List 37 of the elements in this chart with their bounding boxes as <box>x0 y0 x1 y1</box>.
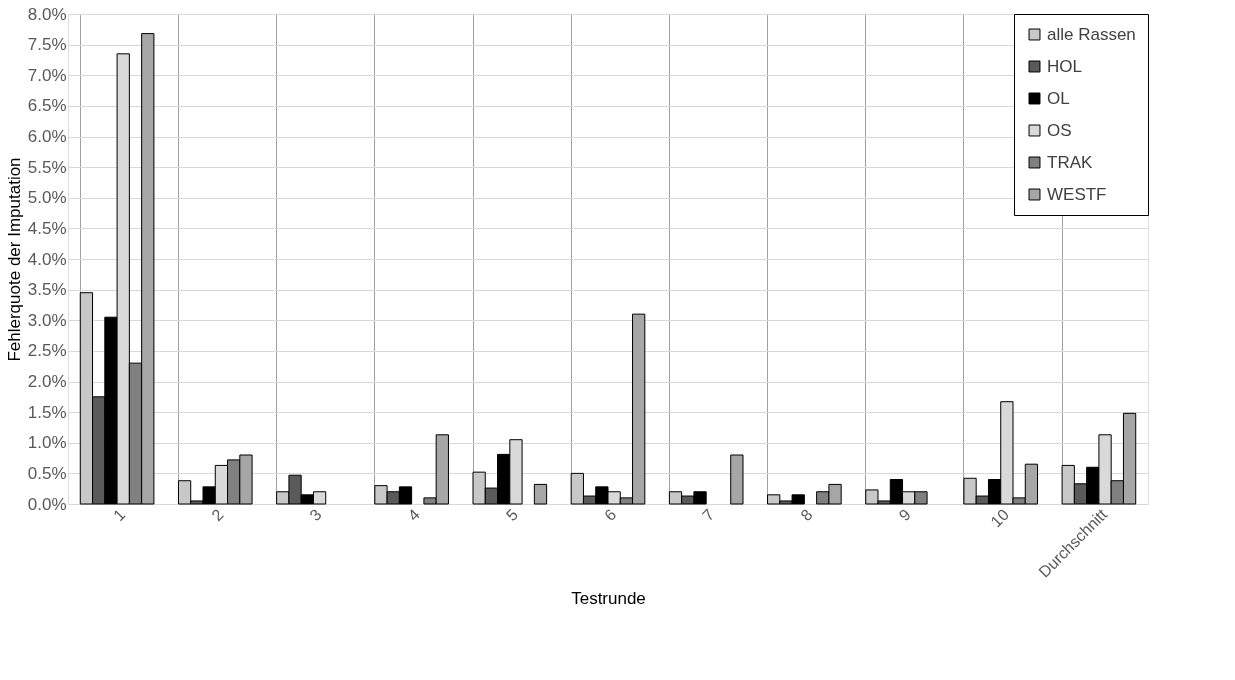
x-tick-label: 7 <box>699 505 718 525</box>
y-tick-label: 2.0% <box>27 372 67 391</box>
y-tick-label: 1.5% <box>27 402 67 422</box>
legend-label: TRAK <box>1047 152 1093 172</box>
y-tick-label: 8.0% <box>27 4 67 24</box>
x-tick-label: 8 <box>797 505 816 525</box>
y-tick-label: 5.5% <box>27 157 67 177</box>
y-tick-label: 2.5% <box>27 341 67 361</box>
x-tick-label: 4 <box>404 505 424 525</box>
y-axis-title: Fehlerquote der Imputation <box>4 157 24 362</box>
y-tick-label: 3.5% <box>27 280 67 300</box>
y-tick-label: 6.5% <box>27 96 67 116</box>
legend-label: OL <box>1047 88 1070 108</box>
y-tick-label: 7.0% <box>27 65 67 85</box>
legend-label: alle Rassen <box>1047 24 1136 44</box>
y-tick-label: 4.5% <box>27 218 67 238</box>
legend-label: OS <box>1047 120 1072 140</box>
y-tick-label: 0.0% <box>27 494 67 514</box>
bar <box>730 454 744 505</box>
y-tick-label: 1.0% <box>27 433 67 453</box>
x-tick-label: 2 <box>208 505 227 525</box>
x-tick-label: 9 <box>895 505 914 525</box>
legend-label: HOL <box>1047 56 1082 76</box>
y-tick-label: 7.5% <box>27 35 67 55</box>
bar <box>533 483 548 505</box>
y-tick-label: 6.0% <box>27 127 67 146</box>
x-tick-label: 6 <box>601 505 620 525</box>
x-tick-label: 1 <box>110 505 129 525</box>
y-tick-label: 3.0% <box>27 310 67 330</box>
x-tick-label: 3 <box>306 505 325 525</box>
y-tick-label: 5.0% <box>27 188 67 208</box>
x-axis-title: Testrunde <box>571 588 646 608</box>
legend-label: WESTF <box>1047 184 1107 204</box>
x-tick-label: 5 <box>502 505 522 525</box>
x-tick-label: 10 <box>987 505 1013 531</box>
y-tick-label: 0.5% <box>27 463 67 483</box>
y-tick-label: 4.0% <box>27 249 67 269</box>
